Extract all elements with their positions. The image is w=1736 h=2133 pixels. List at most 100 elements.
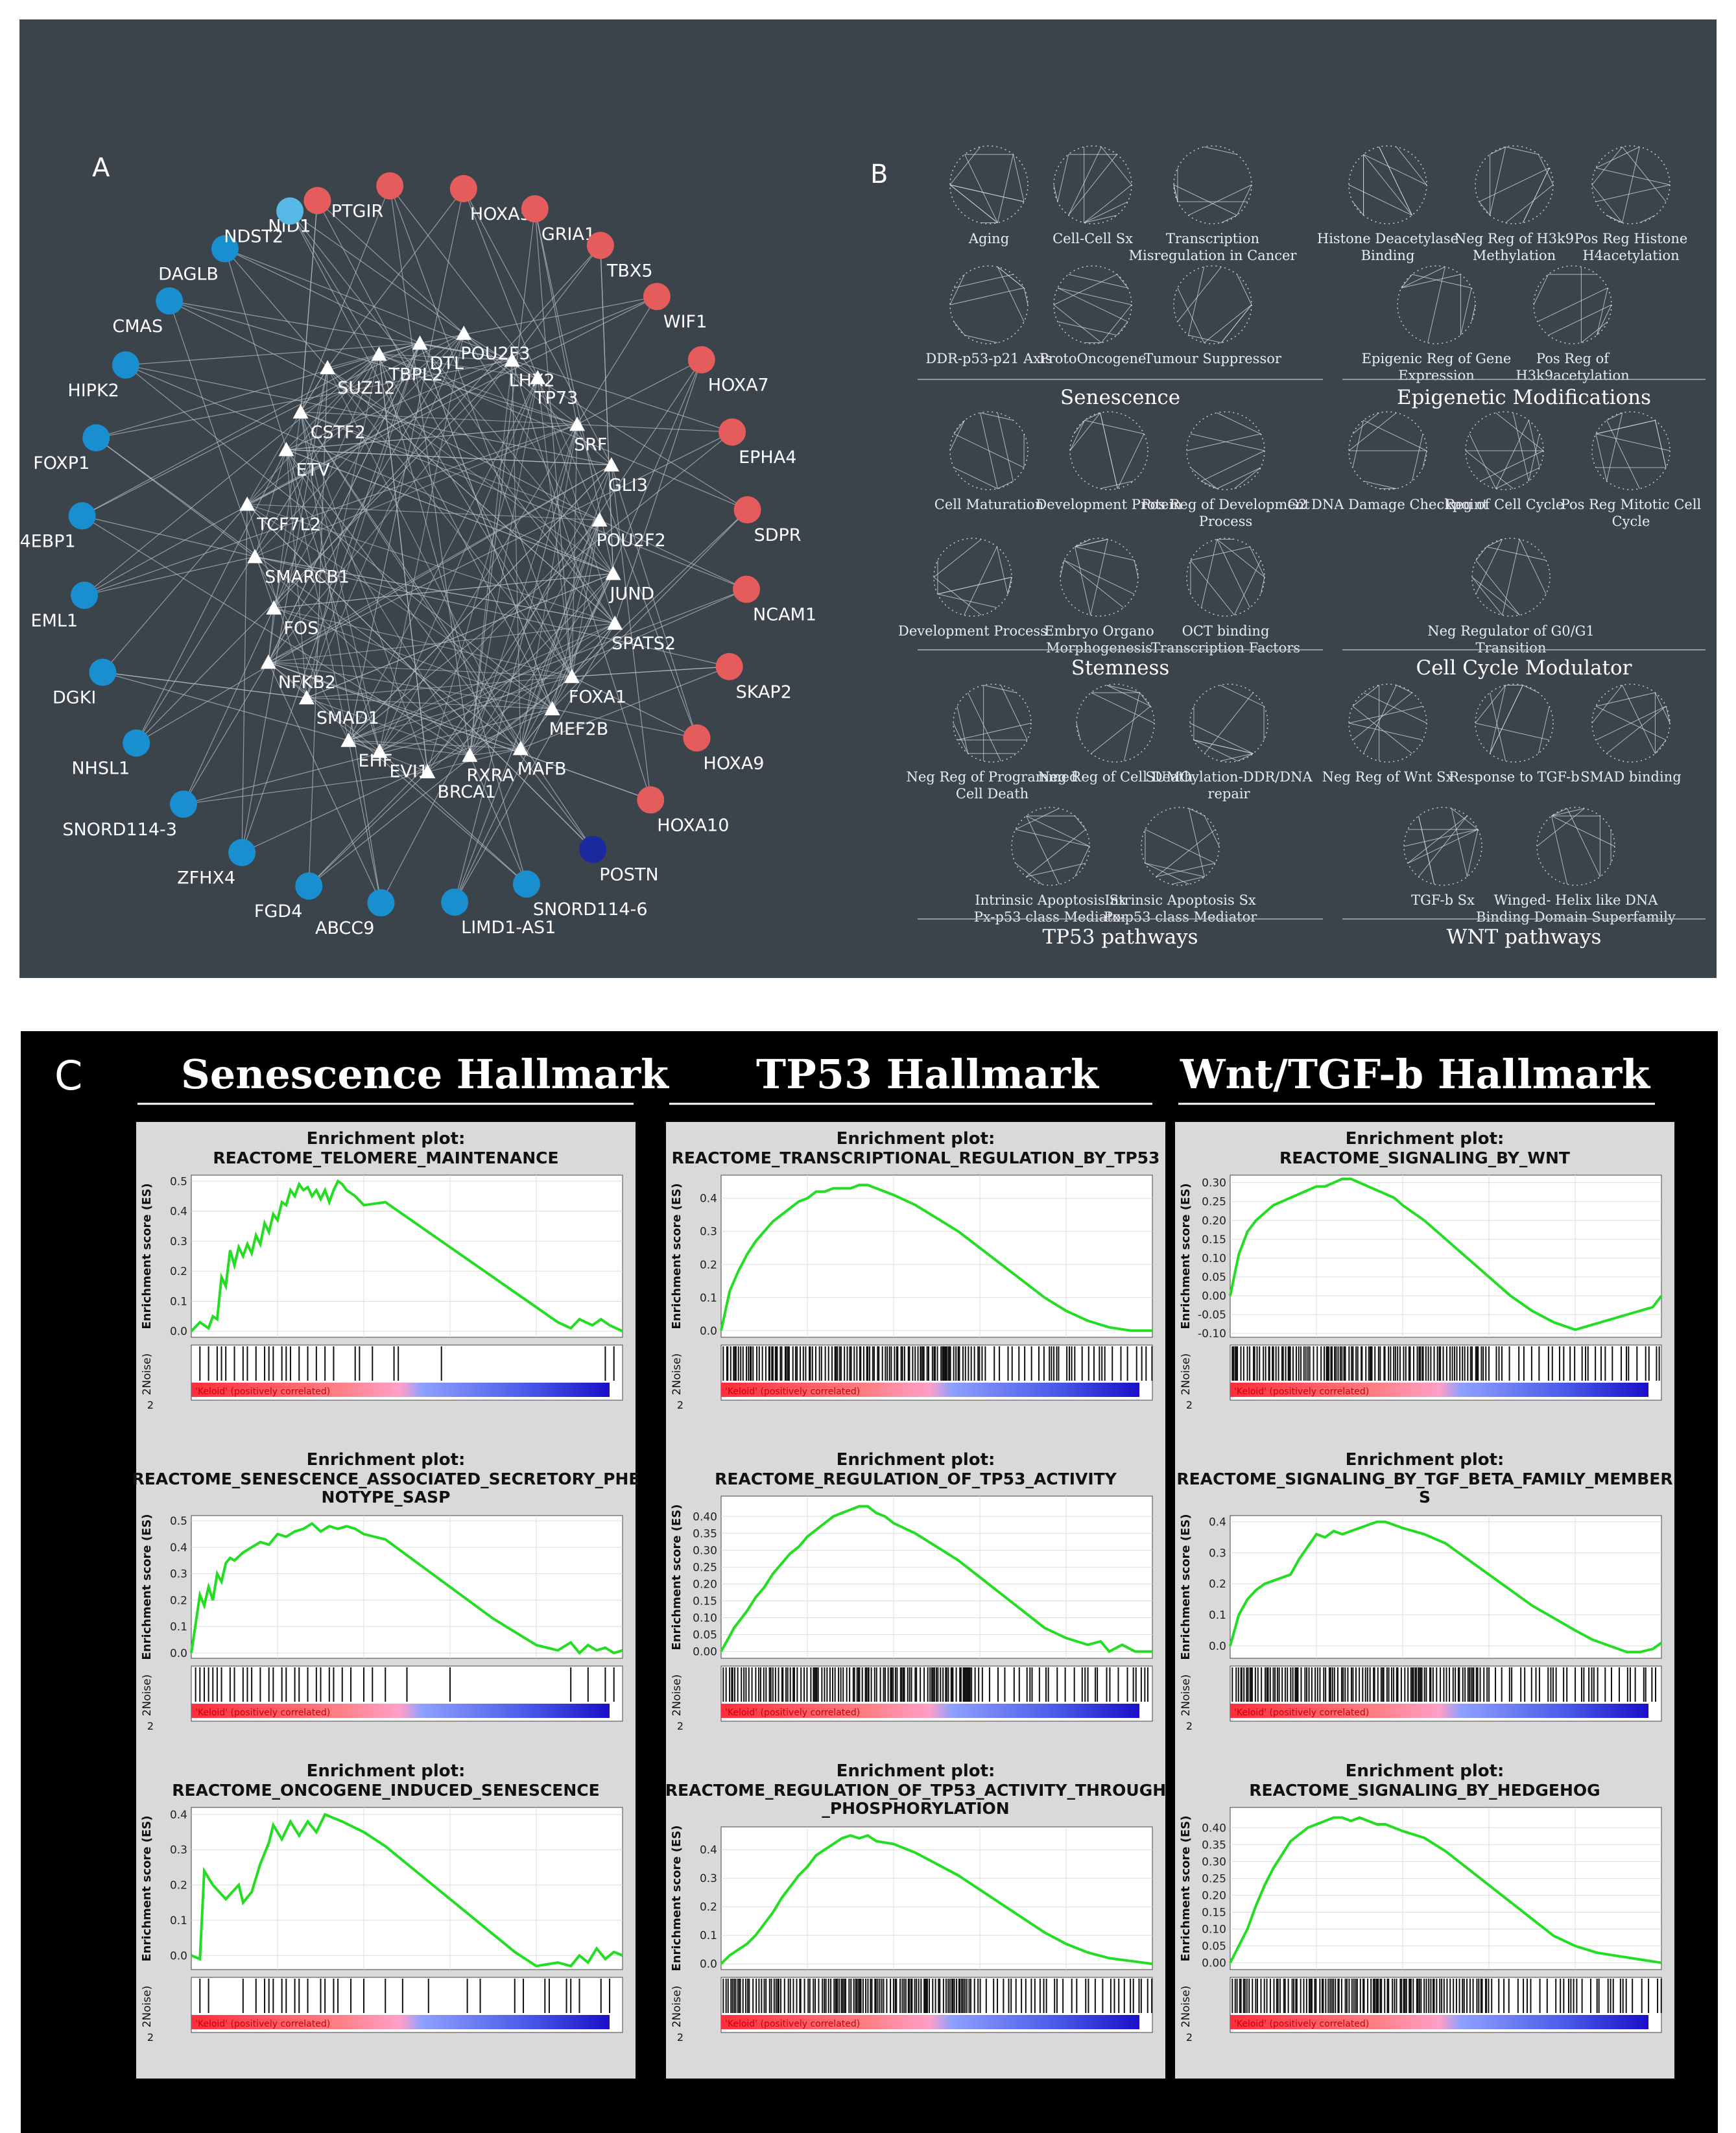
module-network-edge [1217,412,1261,435]
plot-title-line: S [1419,1488,1431,1507]
tf-node-triangle [607,615,623,630]
module-network-edge [1396,147,1427,185]
module-network-edge [1427,267,1445,343]
module-network-edge [997,481,1014,489]
module-network-edge [1190,433,1265,451]
network-edge [348,623,615,741]
module-network-ring [1475,684,1554,763]
plot-title-line: REACTOME_REGULATION_OF_TP53_ACTIVITY_THR… [665,1781,1166,1800]
gene-node-circle [295,872,323,900]
network-edge [454,424,578,903]
correlation-label: 'Keloid' (positively correlated) [1234,1708,1369,1718]
network-edge [420,342,512,361]
module-label-line: Transcription Factors [1151,640,1300,656]
module-network-edge [1665,706,1671,724]
module-label-line: H3k9acetylation [1516,368,1629,383]
module-label: Pos Reg Mitotic Cell Cycle [1561,497,1702,529]
module-network-edge [1352,412,1379,435]
module-network-edge [1551,815,1615,847]
plot-title: REACTOME_TRANSCRIPTIONAL_REGULATION_BY_T… [672,1149,1160,1167]
y-tick-label: 0.0 [1209,1640,1226,1653]
module-network-edge [1173,184,1237,216]
module-network-edge [1064,560,1124,608]
module-network-edge [1655,739,1667,754]
module-network-edge [1074,846,1090,877]
gene-node-circle [643,283,671,311]
gene-node-circle [512,870,540,898]
y-tick-label: 0.30 [693,1544,717,1557]
gene-node-label: LIMD1-AS1 [461,918,556,938]
gene-node-label: PTGIR [331,202,383,222]
column-title-tp53: TP53 Hallmark [756,1051,1100,1098]
plot-title: REACTOME_SIGNALING_BY_HEDGEHOG [1249,1781,1600,1800]
plot-header: Enrichment plot: [837,1761,995,1781]
module-network-edge [1177,267,1222,322]
gene-node-circle [228,839,256,866]
network-edge [420,342,613,574]
module-network-ring [949,145,1029,224]
tf-node-triangle [564,669,580,684]
gene-node-label: HOXA5 [470,204,531,224]
module-label: Pos Reg of Development Process [1141,497,1310,529]
tf-node-triangle [239,496,256,511]
module-network-edge [997,267,1025,289]
module-network-edge [1606,215,1623,223]
module-network-edge [983,685,1017,693]
enrichment-plot: Enrichment plot:REACTOME_REGULATION_OF_T… [665,1754,1166,2079]
module-network-edge [1606,412,1623,421]
module-label: Intrinsic Apoptosis Sx Px-p53 class Media… [1104,892,1257,925]
network-edge [169,300,578,425]
module-network-edge [964,154,998,223]
network-edge [348,377,538,741]
network-edge [571,623,615,677]
rank-gradient-bar [191,1383,610,1397]
module-label-line: Misregulation in Cancer [1129,248,1298,263]
network-edge [379,353,578,425]
module-label: Response to TGF-b [1449,769,1579,785]
module-grid: Aging Cell-Cell Sx Transcription Misregulat… [898,145,1706,949]
module-network-edge [1490,147,1506,155]
module-network-edge [1053,184,1058,202]
module-network-edge [1007,577,1012,595]
module-network-edge [1490,685,1506,754]
module-network-edge [1363,685,1397,754]
network-edge [469,573,613,756]
network-edge [268,342,421,663]
tf-node-triangle [462,747,478,762]
module-network-edge [953,722,969,754]
network-edge [379,353,538,379]
module-network-ring [1591,411,1671,490]
module-network-edge [1075,539,1108,547]
module-network-edge [1117,274,1128,289]
module-network-edge [1606,420,1640,489]
network-edge [512,360,651,800]
module-label-line: Pos Reg Mitotic Cell [1561,497,1702,512]
module-network-edge [1475,685,1506,724]
network-edge [136,449,287,744]
module-network-edge [953,274,1014,289]
network-edge [427,359,702,772]
y-tick-label: 0.15 [693,1595,717,1608]
y-tick-label: 0.3 [170,1844,187,1857]
module-network-ring [1186,411,1265,490]
module-network-edge [949,147,981,185]
y-tick-label: 0.2 [1209,1578,1226,1591]
gene-node-circle [89,658,117,686]
module-network-edge [1193,739,1238,761]
module-network-edge [1460,287,1472,336]
es-curve [1229,1816,1662,1964]
module-network-edge [1204,692,1254,754]
tf-node-triangle [569,416,585,431]
enrichment-plot: Enrichment plot:REACTOME_SENESCENCE_ASSO… [132,1443,639,1767]
tf-node-label: DTL [430,353,464,374]
gene-node-label: NHSL1 [71,759,130,779]
tf-node-label: CSTF2 [311,422,366,442]
network-edge [379,519,600,752]
rank-gradient-bar [721,2015,1140,2029]
module-network-edge [1177,287,1205,343]
network-edge [463,188,538,378]
module-label: DDR-p53-p21 Axis [925,351,1052,366]
module-network-edge [1502,539,1520,615]
module-network-edge [1057,287,1132,305]
